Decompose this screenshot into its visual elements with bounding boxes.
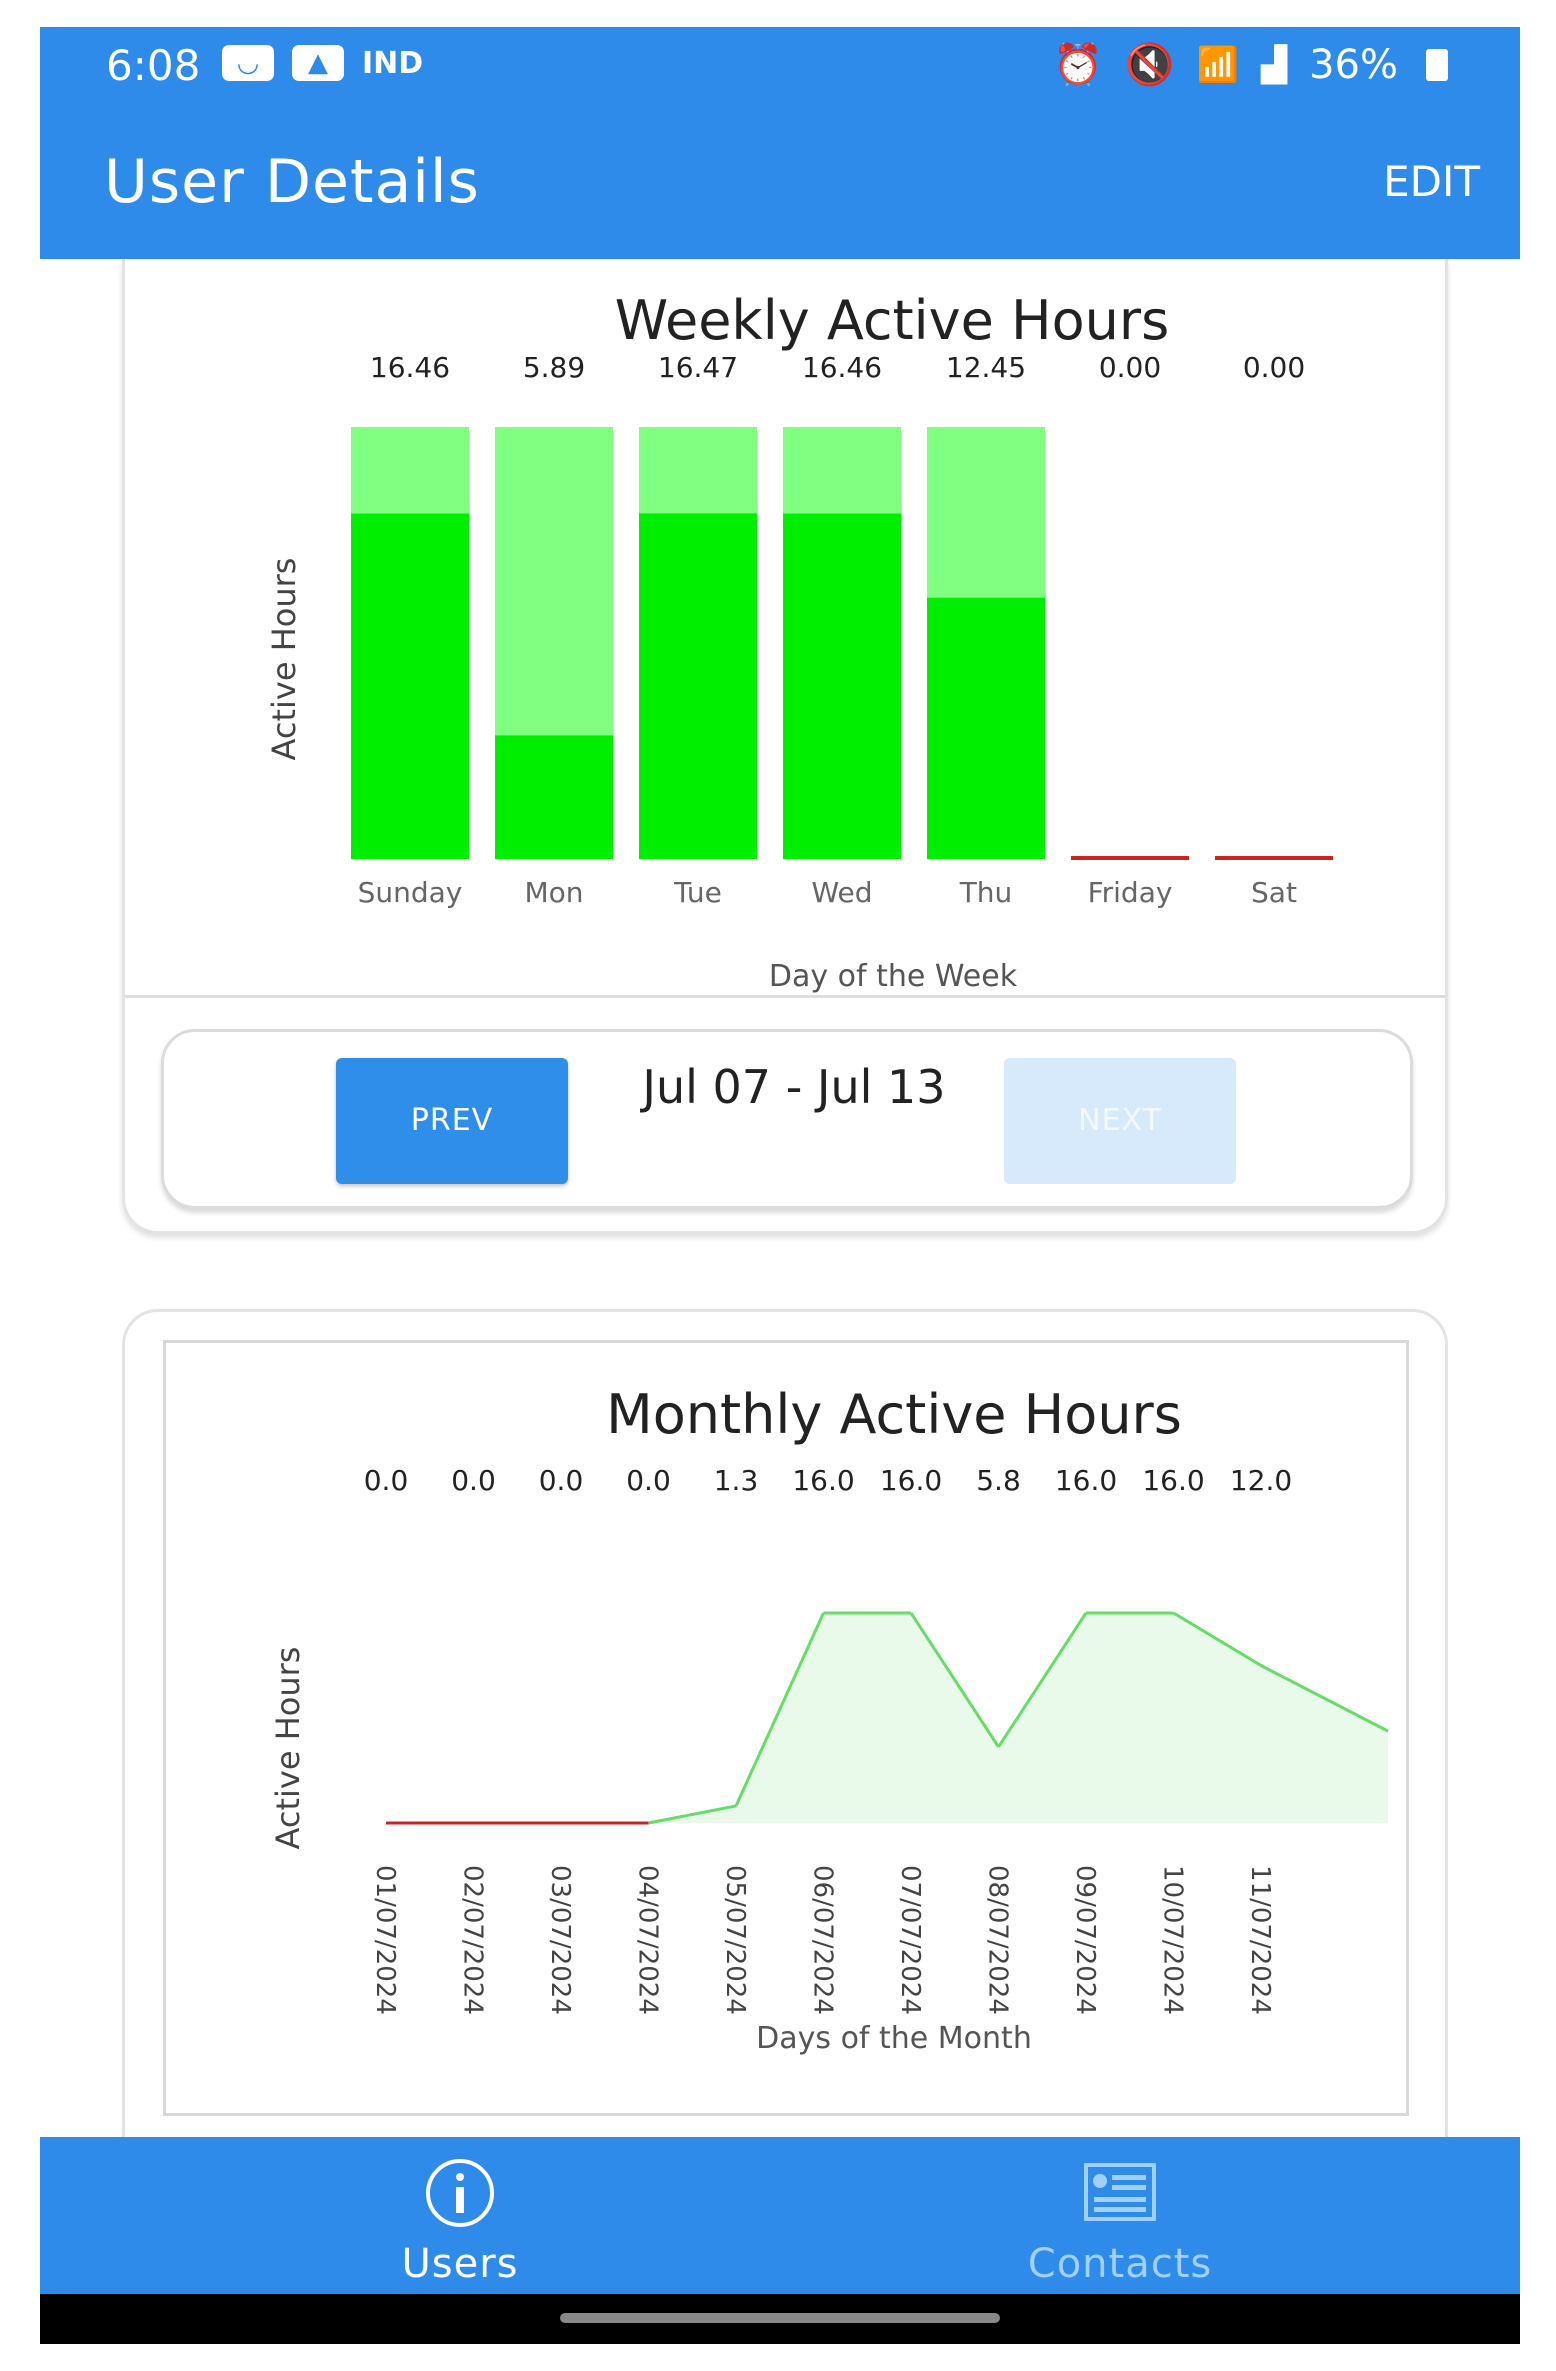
monthly-line-segment xyxy=(1260,1664,1389,1733)
monthly-x-tick-label: 09/07/2024 xyxy=(1070,1865,1100,2015)
weekly-bar xyxy=(351,513,469,859)
status-left-icons: ◡ ▲ IND xyxy=(222,45,423,83)
week-navigation: PREV Jul 07 - Jul 13 NEXT xyxy=(161,1029,1413,1209)
monthly-x-axis-label: Days of the Month xyxy=(756,2021,1032,2056)
weekly-bar xyxy=(1071,856,1189,860)
message-icon: ◡ xyxy=(222,45,274,81)
wifi-icon: 📶 xyxy=(1196,44,1239,85)
status-right-icons: ⏰ 🔇 📶 ▟ 36% xyxy=(1053,41,1448,88)
weekly-value-label: 5.89 xyxy=(523,351,585,384)
weekly-value-label: 0.00 xyxy=(1243,351,1305,384)
weekly-y-axis-label: Active Hours xyxy=(265,558,303,761)
weekly-x-axis-label: Day of the Week xyxy=(769,959,1018,994)
alarm-icon: ⏰ xyxy=(1052,42,1103,88)
monthly-chart-title: Monthly Active Hours xyxy=(606,1383,1182,1446)
weekly-value-label: 16.46 xyxy=(370,351,450,384)
monthly-x-tick-label: 04/07/2024 xyxy=(633,1865,663,2015)
weekly-card: Weekly Active Hours Active Hours Day of … xyxy=(122,259,1448,1234)
week-range-label: Jul 07 - Jul 13 xyxy=(642,1060,946,1114)
contacts-icon xyxy=(1084,2163,1156,2221)
info-icon xyxy=(426,2159,494,2227)
monthly-area-fill xyxy=(386,1613,1388,1823)
status-bar: 6:08 ◡ ▲ IND ⏰ 🔇 📶 ▟ 36% xyxy=(40,27,1520,103)
edit-button[interactable]: EDIT xyxy=(1383,157,1480,206)
weekly-value-label: 16.46 xyxy=(802,351,882,384)
weekly-value-label: 16.47 xyxy=(658,351,738,384)
monthly-value-label: 5.8 xyxy=(976,1464,1021,1497)
nav-label-users: Users xyxy=(401,2241,519,2287)
battery-level: 36% xyxy=(1309,41,1398,88)
monthly-value-label: 16.0 xyxy=(1142,1464,1204,1497)
weekly-bar xyxy=(1215,856,1333,860)
weekly-bar xyxy=(639,513,757,859)
weekly-chart-area: Weekly Active Hours Active Hours Day of … xyxy=(125,259,1445,998)
monthly-line-segment xyxy=(1172,1611,1262,1667)
nav-item-contacts[interactable]: Contacts xyxy=(970,2157,1270,2287)
monthly-x-tick-label: 05/07/2024 xyxy=(720,1865,750,2015)
weekly-chart: Weekly Active Hours Active Hours Day of … xyxy=(265,289,1333,994)
weekly-x-tick-label: Friday xyxy=(1088,876,1173,909)
weekly-x-tick-label: Tue xyxy=(673,876,722,909)
weekly-bar xyxy=(783,513,901,859)
monthly-x-tick-label: 02/07/2024 xyxy=(458,1865,488,2015)
phone-screen: 6:08 ◡ ▲ IND ⏰ 🔇 📶 ▟ 36% User Details ED… xyxy=(40,27,1520,2344)
monthly-line-segment xyxy=(909,1612,1000,1748)
weekly-x-tick-label: Wed xyxy=(811,876,872,909)
monthly-chart-area: Monthly Active Hours Active Hours Days o… xyxy=(163,1340,1409,2116)
weekly-x-tick-label: Mon xyxy=(524,876,583,909)
monthly-line-segment xyxy=(997,1612,1088,1748)
monthly-value-label: 0.0 xyxy=(626,1464,671,1497)
home-indicator xyxy=(560,2313,1000,2323)
weekly-bar xyxy=(927,597,1045,859)
weekly-x-tick-label: Sunday xyxy=(358,876,463,909)
mute-icon: 🔇 xyxy=(1124,42,1175,88)
bottom-navigation: Users Contacts xyxy=(40,2137,1520,2294)
monthly-line-segment xyxy=(648,1804,737,1825)
weekly-value-label: 12.45 xyxy=(946,351,1026,384)
monthly-x-tick-label: 11/07/2024 xyxy=(1245,1865,1275,2015)
monthly-line-segment xyxy=(734,1612,825,1807)
prev-button[interactable]: PREV xyxy=(336,1058,568,1184)
weekly-x-tick-label: Sat xyxy=(1251,876,1297,909)
nav-item-users[interactable]: Users xyxy=(310,2157,610,2287)
monthly-x-tick-label: 06/07/2024 xyxy=(808,1865,838,2015)
monthly-x-tick-label: 01/07/2024 xyxy=(370,1865,400,2015)
monthly-value-label: 16.0 xyxy=(792,1464,854,1497)
page-title: User Details xyxy=(104,147,480,217)
monthly-chart: Monthly Active Hours Active Hours Days o… xyxy=(269,1383,1389,2056)
gallery-icon: ▲ xyxy=(292,45,344,81)
weekly-x-tick-label: Thu xyxy=(959,876,1013,909)
monthly-value-label: 1.3 xyxy=(714,1464,759,1497)
monthly-x-tick-label: 07/07/2024 xyxy=(895,1865,925,2015)
app-bar: User Details EDIT xyxy=(40,103,1520,259)
monthly-x-tick-label: 08/07/2024 xyxy=(983,1865,1013,2015)
weekly-bar xyxy=(495,735,613,859)
monthly-y-axis-label: Active Hours xyxy=(269,1647,307,1850)
monthly-value-label: 0.0 xyxy=(364,1464,409,1497)
monthly-value-label: 16.0 xyxy=(880,1464,942,1497)
monthly-x-tick-label: 10/07/2024 xyxy=(1158,1865,1188,2015)
signal-icon: ▟ xyxy=(1260,44,1288,85)
monthly-value-label: 0.0 xyxy=(539,1464,584,1497)
monthly-x-tick-label: 03/07/2024 xyxy=(545,1865,575,2015)
next-button[interactable]: NEXT xyxy=(1004,1058,1236,1184)
monthly-value-label: 16.0 xyxy=(1055,1464,1117,1497)
monthly-value-label: 0.0 xyxy=(451,1464,496,1497)
monthly-value-label: 12.0 xyxy=(1230,1464,1292,1497)
battery-icon xyxy=(1426,48,1448,81)
weekly-chart-title: Weekly Active Hours xyxy=(615,289,1169,352)
weekly-value-label: 0.00 xyxy=(1099,351,1161,384)
gesture-bar xyxy=(40,2294,1520,2344)
nav-label-contacts: Contacts xyxy=(1027,2241,1213,2287)
status-time: 6:08 xyxy=(106,41,201,90)
carrier-badge: IND xyxy=(362,46,424,81)
